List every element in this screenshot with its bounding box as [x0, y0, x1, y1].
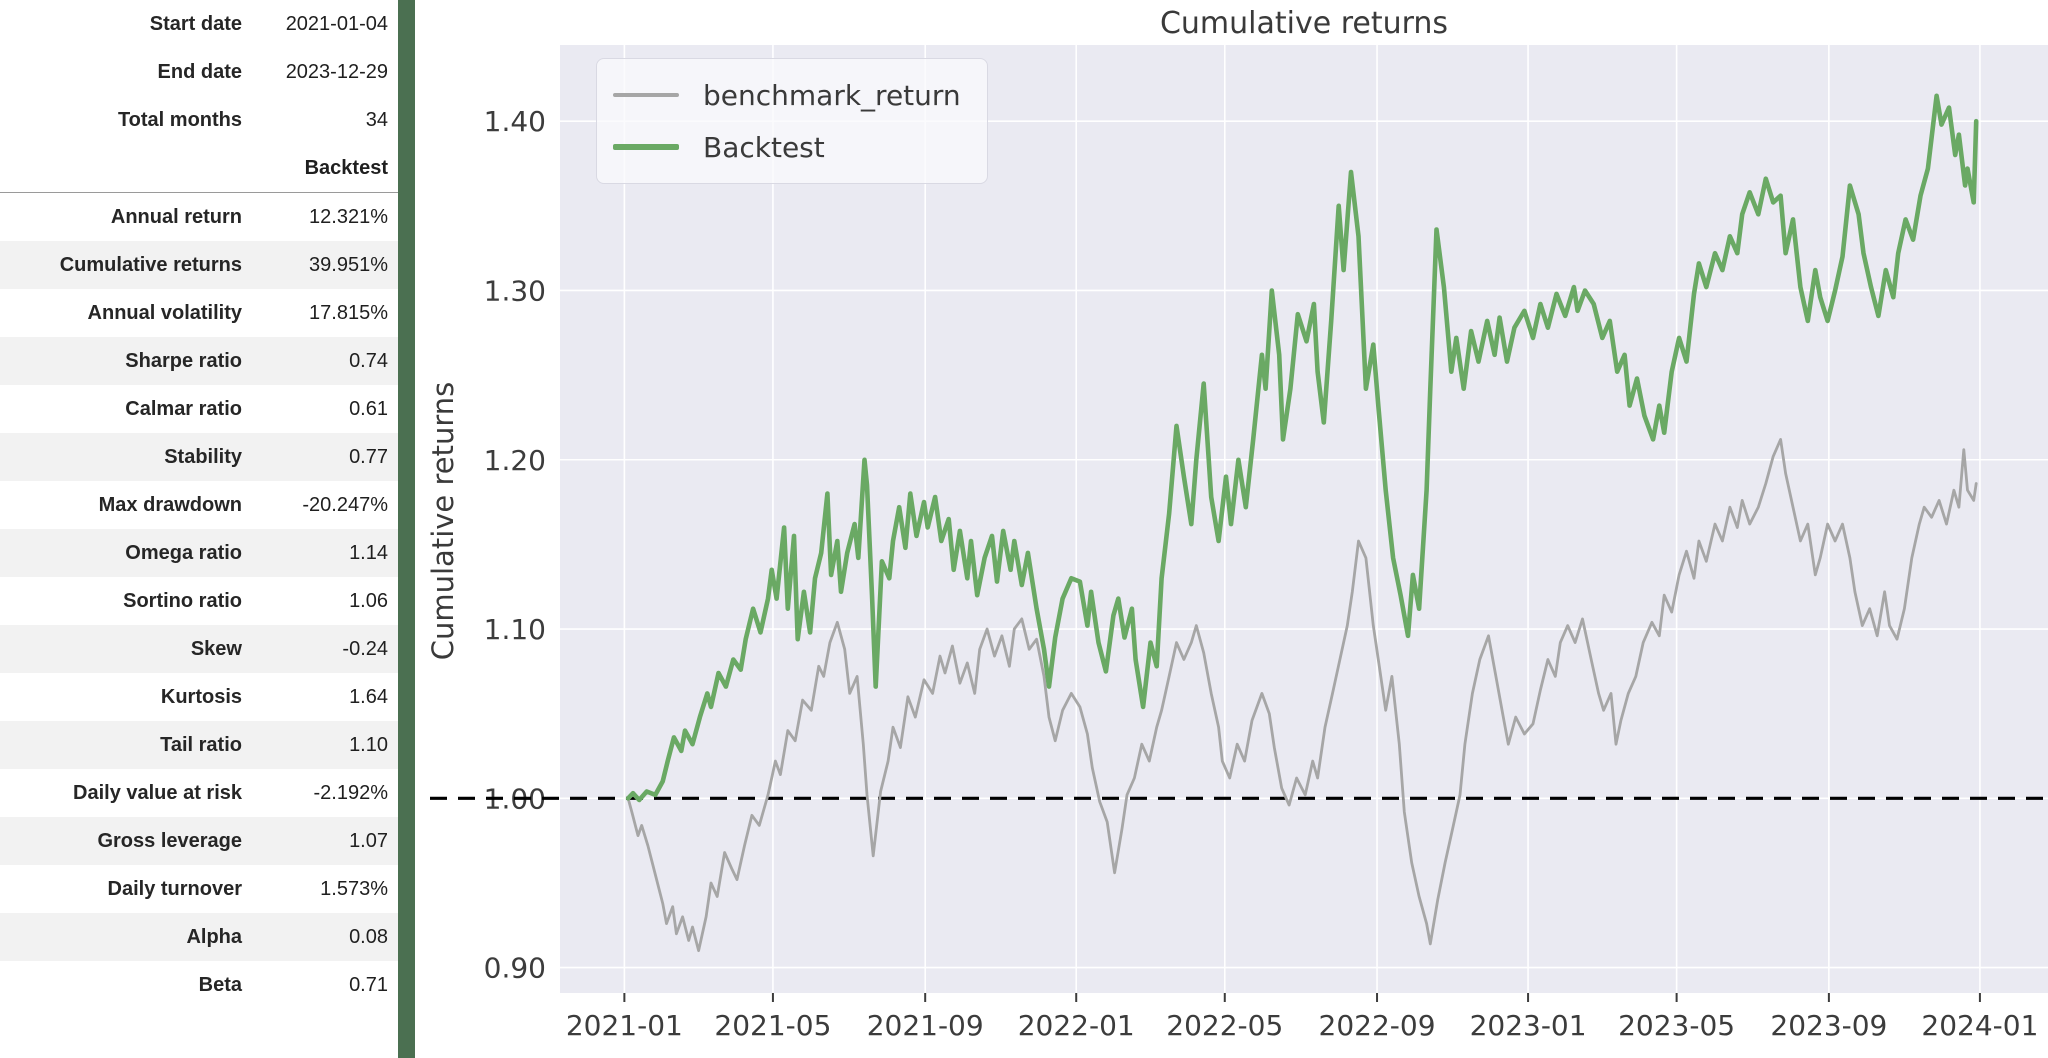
stat-label: Max drawdown: [98, 493, 242, 516]
y-tick-label: 1.30: [484, 274, 546, 307]
benchmark-return-line: [626, 437, 1978, 953]
chart-legend: benchmark_return Backtest: [596, 58, 988, 184]
x-tick-label: 2024-01: [1921, 1009, 2038, 1042]
plot-area: [560, 45, 2048, 993]
stat-value: 1.573%: [320, 877, 388, 900]
stat-value: 0.74: [349, 349, 388, 372]
stat-value: -2.192%: [313, 781, 389, 804]
y-tick-label: 1.40: [484, 105, 546, 138]
benchmark-line-swatch: [613, 93, 679, 97]
x-tick-label: 2021-09: [867, 1009, 984, 1042]
stat-label: Annual return: [110, 205, 242, 228]
y-tick-label: 1.20: [484, 444, 546, 477]
stat-label: Kurtosis: [160, 685, 242, 708]
stat-label: Daily turnover: [107, 877, 242, 900]
x-tick-label: 2023-01: [1470, 1009, 1587, 1042]
stat-row: Daily turnover 1.573%: [0, 865, 398, 913]
stat-label: Cumulative returns: [59, 253, 242, 276]
y-tick-label: 1.10: [484, 613, 546, 646]
table-header-divider: [0, 192, 398, 193]
x-tick-label: 2022-01: [1018, 1009, 1135, 1042]
legend-label-backtest: Backtest: [703, 130, 825, 164]
stat-value: 1.14: [349, 541, 388, 564]
meta-row: Start date 2021-01-04: [0, 0, 398, 48]
stat-row: Stability 0.77: [0, 433, 398, 481]
stat-value: -20.247%: [302, 493, 388, 516]
stat-label: Alpha: [186, 925, 242, 948]
stat-label: Annual volatility: [87, 301, 242, 324]
stat-value: 2021-01-04: [285, 12, 388, 35]
stat-label: Sharpe ratio: [125, 349, 242, 372]
stat-label: Start date: [149, 12, 242, 35]
legend-item-backtest: Backtest: [613, 121, 961, 173]
stat-value: 0.77: [349, 445, 388, 468]
stat-value: 0.71: [349, 973, 388, 996]
stat-row: Sortino ratio 1.06: [0, 577, 398, 625]
x-tick-label: 2021-05: [714, 1009, 831, 1042]
stat-row: Max drawdown -20.247%: [0, 481, 398, 529]
cumulative-returns-chart: 0.90 1.00 1.10 1.20 1.30 1.40 2021-01 2021-05 20…: [415, 0, 2048, 1058]
stat-row: Gross leverage 1.07: [0, 817, 398, 865]
stat-value: 34: [365, 108, 388, 131]
stat-row: Calmar ratio 0.61: [0, 385, 398, 433]
legend-item-benchmark: benchmark_return: [613, 69, 961, 121]
backtest-line: [625, 93, 1979, 803]
y-tick-label: 0.90: [484, 952, 546, 985]
stat-value: 1.64: [349, 685, 388, 708]
column-header-row: Backtest: [0, 144, 398, 192]
stat-value: 39.951%: [309, 253, 388, 276]
performance-stats-table: Start date 2021-01-04 End date 2023-12-29 To…: [0, 0, 398, 1058]
backtest-line-swatch: [613, 144, 679, 150]
x-tick-label: 2023-05: [1618, 1009, 1735, 1042]
stat-label: Omega ratio: [125, 541, 242, 564]
stat-value: -0.24: [342, 637, 388, 660]
stat-label: Total months: [117, 108, 242, 131]
stat-value: Backtest: [304, 156, 388, 179]
legend-label-benchmark: benchmark_return: [703, 78, 961, 112]
stat-label: End date: [157, 60, 242, 83]
stat-value: 0.61: [349, 397, 388, 420]
stat-row: Tail ratio 1.10: [0, 721, 398, 769]
stat-label: Beta: [198, 973, 242, 996]
stat-row: Skew -0.24: [0, 625, 398, 673]
stat-row: Alpha 0.08: [0, 913, 398, 961]
stat-label: Tail ratio: [160, 733, 242, 756]
stat-value: 17.815%: [309, 301, 388, 324]
stat-value: 0.08: [349, 925, 388, 948]
stat-value: 2023-12-29: [285, 60, 388, 83]
x-tick-label: 2022-09: [1319, 1009, 1436, 1042]
stat-row: Annual return 12.321%: [0, 193, 398, 241]
stat-row: Omega ratio 1.14: [0, 529, 398, 577]
meta-row: End date 2023-12-29: [0, 48, 398, 96]
stat-label: Daily value at risk: [73, 781, 242, 804]
stat-label: Gross leverage: [97, 829, 242, 852]
stat-label: Stability: [164, 445, 242, 468]
x-tick-label: 2022-05: [1166, 1009, 1283, 1042]
stat-row: Daily value at risk -2.192%: [0, 769, 398, 817]
stat-row: Kurtosis 1.64: [0, 673, 398, 721]
stat-value: 1.07: [349, 829, 388, 852]
x-tick-label: 2023-09: [1770, 1009, 1887, 1042]
chart-title: Cumulative returns: [1159, 6, 1449, 41]
stat-row: Cumulative returns 39.951%: [0, 241, 398, 289]
stat-value: 1.06: [349, 589, 388, 612]
stat-label: Calmar ratio: [125, 397, 242, 420]
meta-row: Total months 34: [0, 96, 398, 144]
x-tick-label: 2021-01: [566, 1009, 683, 1042]
stat-row: Beta 0.71: [0, 961, 398, 1009]
stat-row: Sharpe ratio 0.74: [0, 337, 398, 385]
section-divider-bar: [398, 0, 417, 1058]
y-axis-label: Cumulative returns: [426, 381, 460, 661]
stat-label: Sortino ratio: [123, 589, 242, 612]
stat-row: Annual volatility 17.815%: [0, 289, 398, 337]
stat-value: 1.10: [349, 733, 388, 756]
stat-value: 12.321%: [309, 205, 388, 228]
stat-label: Skew: [190, 637, 242, 660]
